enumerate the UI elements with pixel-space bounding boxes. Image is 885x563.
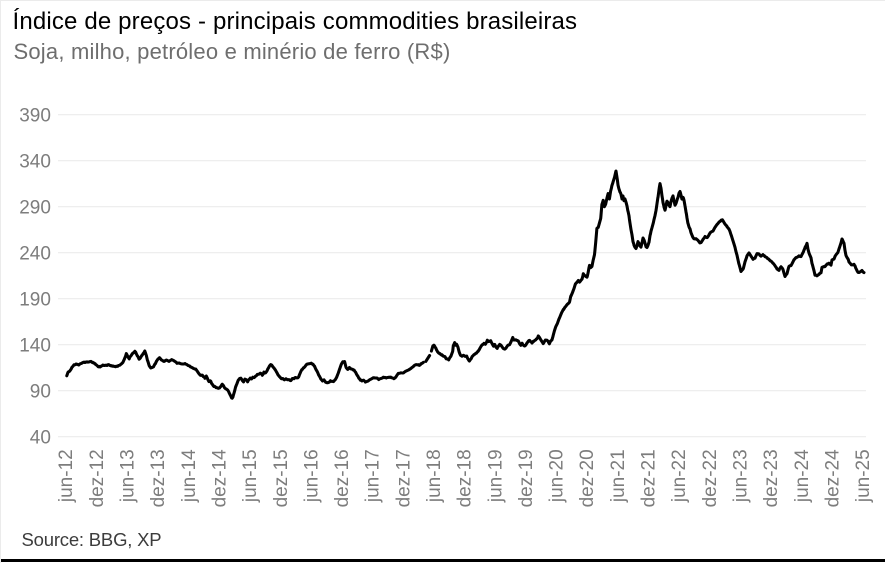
svg-text:dez-17: dez-17 bbox=[393, 449, 414, 507]
svg-text:dez-14: dez-14 bbox=[209, 449, 230, 508]
svg-text:jun-16: jun-16 bbox=[301, 449, 322, 503]
svg-text:jun-21: jun-21 bbox=[608, 449, 629, 503]
svg-text:jun-19: jun-19 bbox=[485, 449, 506, 503]
svg-text:290: 290 bbox=[19, 197, 51, 218]
svg-text:90: 90 bbox=[30, 381, 51, 402]
svg-text:240: 240 bbox=[19, 243, 51, 264]
svg-text:390: 390 bbox=[19, 105, 51, 126]
svg-text:jun-15: jun-15 bbox=[240, 449, 261, 503]
svg-text:dez-12: dez-12 bbox=[87, 449, 108, 507]
svg-text:dez-24: dez-24 bbox=[823, 449, 844, 508]
svg-text:jun-12: jun-12 bbox=[56, 449, 77, 503]
svg-text:dez-20: dez-20 bbox=[577, 449, 598, 507]
svg-text:jun-13: jun-13 bbox=[118, 449, 139, 503]
svg-text:340: 340 bbox=[19, 151, 51, 172]
svg-text:140: 140 bbox=[19, 335, 51, 356]
svg-text:dez-21: dez-21 bbox=[639, 449, 660, 507]
svg-text:40: 40 bbox=[30, 427, 51, 448]
svg-text:dez-19: dez-19 bbox=[516, 449, 537, 507]
svg-text:jun-23: jun-23 bbox=[731, 449, 752, 503]
svg-text:dez-15: dez-15 bbox=[271, 449, 292, 507]
svg-text:dez-18: dez-18 bbox=[455, 449, 476, 507]
svg-text:jun-24: jun-24 bbox=[792, 449, 813, 503]
svg-text:jun-18: jun-18 bbox=[424, 449, 445, 503]
svg-text:dez-13: dez-13 bbox=[148, 449, 169, 507]
svg-text:jun-25: jun-25 bbox=[853, 449, 874, 503]
svg-text:jun-17: jun-17 bbox=[363, 449, 384, 503]
svg-text:dez-23: dez-23 bbox=[761, 449, 782, 507]
svg-text:jun-20: jun-20 bbox=[547, 449, 568, 503]
svg-text:jun-22: jun-22 bbox=[669, 449, 690, 503]
svg-text:190: 190 bbox=[19, 289, 51, 310]
svg-text:dez-16: dez-16 bbox=[332, 449, 353, 507]
svg-text:dez-22: dez-22 bbox=[700, 449, 721, 507]
svg-text:jun-14: jun-14 bbox=[179, 449, 200, 503]
